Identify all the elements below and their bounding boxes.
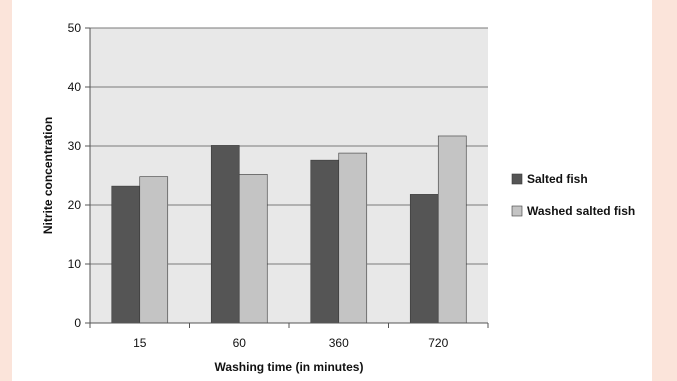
y-tick-label: 0: [74, 316, 81, 330]
x-tick-label: 720: [428, 336, 448, 350]
axes: [89, 28, 489, 328]
x-tick-label: 360: [329, 336, 349, 350]
bar-washed-salted-fish-15: [139, 176, 169, 324]
y-tick-label: 30: [68, 139, 82, 153]
legend-label: Washed salted fish: [527, 204, 635, 218]
bar-chart: 0 10 20 30 40 50 15 60 360 720 Nitrite concentra…: [41, 21, 635, 374]
bar-salted-fish-720: [409, 194, 439, 324]
x-tick-label: 60: [233, 336, 247, 350]
bar-salted-fish-360: [310, 159, 340, 324]
x-axis-title: Washing time (in minutes): [215, 360, 364, 374]
x-tick-labels: 15 60 360 720: [133, 336, 449, 350]
chart-frame: 0 10 20 30 40 50 15 60 360 720 Nitrite concentra…: [12, 0, 652, 381]
bar-washed-salted-fish-60: [238, 174, 268, 324]
y-tick-label: 10: [68, 257, 82, 271]
y-tick-labels: 0 10 20 30 40 50: [68, 21, 82, 330]
y-tick-label: 40: [68, 80, 82, 94]
legend-label: Salted fish: [527, 172, 588, 186]
legend-swatch: [511, 205, 523, 217]
bars: [111, 135, 467, 324]
legend: Salted fish Washed salted fish: [511, 172, 635, 218]
y-tick-label: 20: [68, 198, 82, 212]
y-tick-label: 50: [68, 21, 82, 35]
bar-washed-salted-fish-360: [338, 152, 368, 324]
bar-salted-fish-60: [210, 145, 240, 324]
x-tick-label: 15: [133, 336, 147, 350]
bar-salted-fish-15: [111, 185, 141, 324]
y-axis-title: Nitrite concentration: [41, 117, 55, 234]
bar-washed-salted-fish-720: [437, 135, 467, 324]
legend-swatch: [511, 173, 523, 185]
